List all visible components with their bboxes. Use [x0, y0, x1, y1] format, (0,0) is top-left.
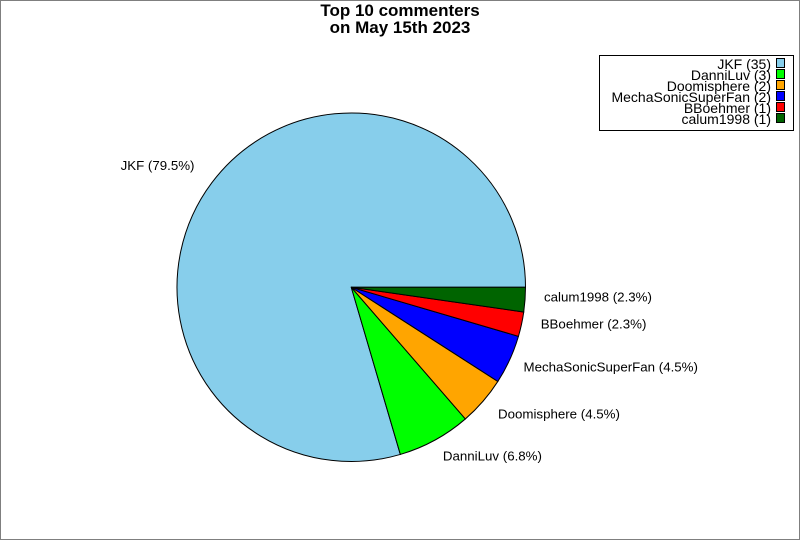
svg-text:JKF (79.5%): JKF (79.5%) — [121, 158, 195, 173]
svg-text:DanniLuv (6.8%): DanniLuv (6.8%) — [443, 449, 542, 464]
svg-text:Doomisphere (4.5%): Doomisphere (4.5%) — [498, 407, 620, 422]
svg-text:MechaSonicSuperFan (4.5%): MechaSonicSuperFan (4.5%) — [524, 360, 698, 375]
svg-text:calum1998 (2.3%): calum1998 (2.3%) — [544, 289, 652, 304]
svg-text:BBoehmer (2.3%): BBoehmer (2.3%) — [541, 317, 647, 332]
